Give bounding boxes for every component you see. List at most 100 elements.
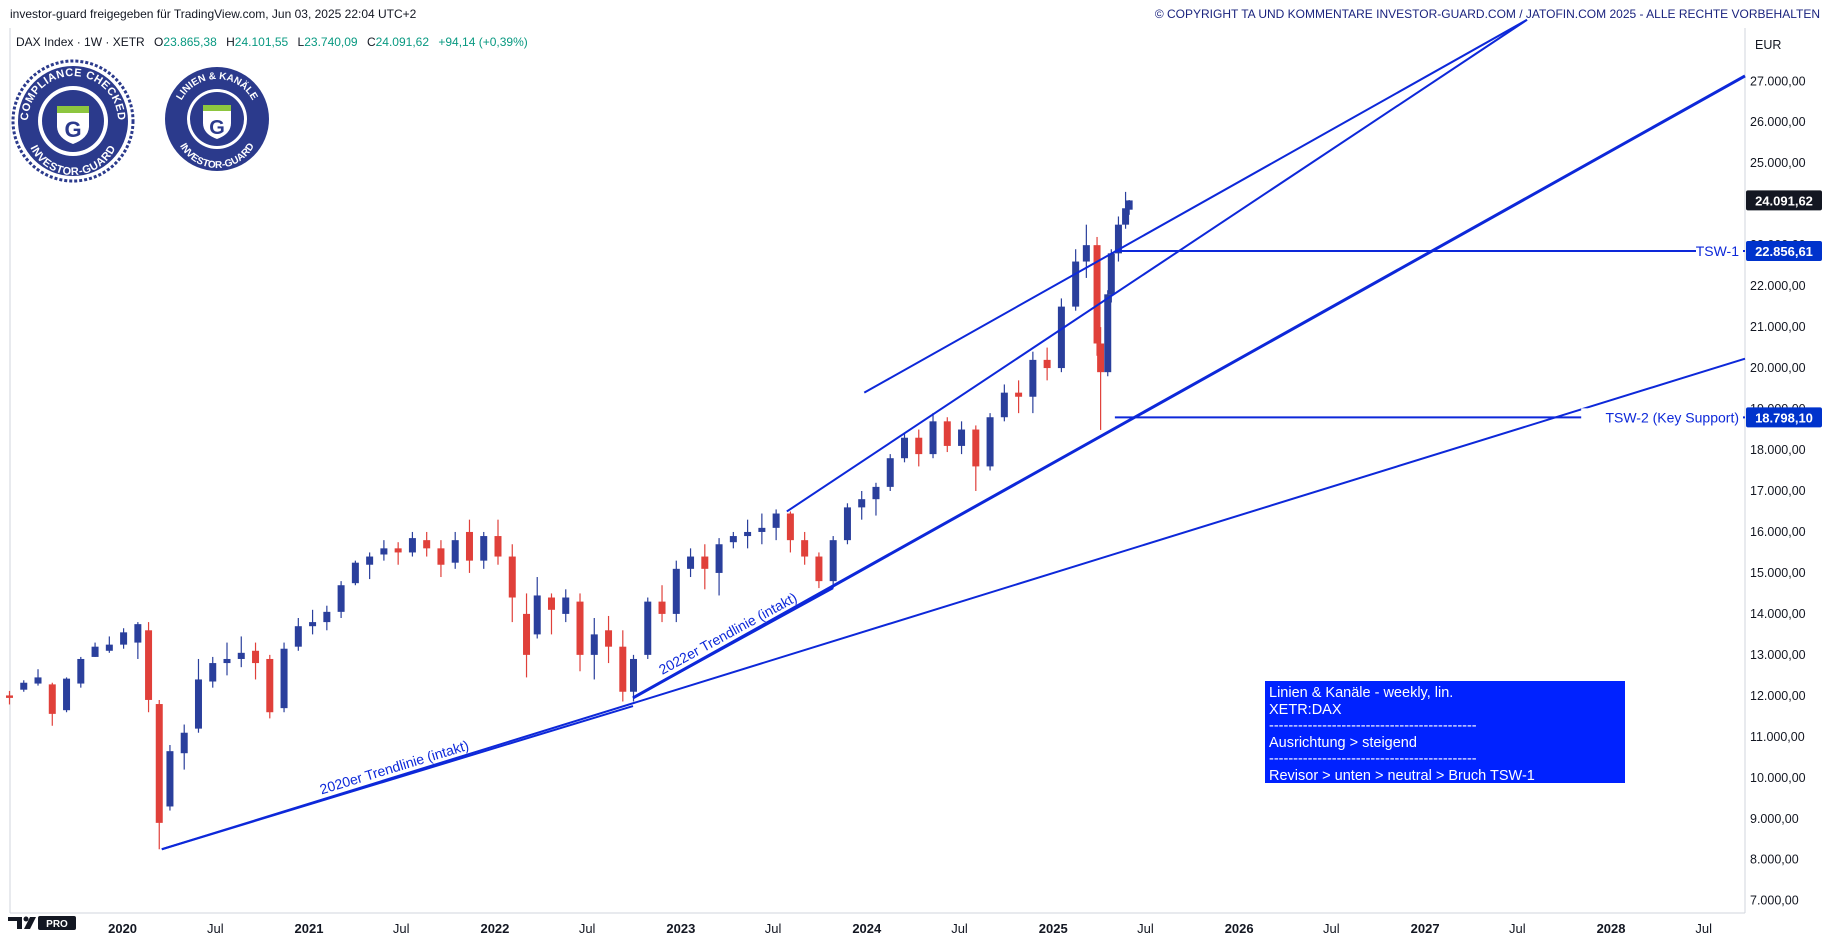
candle-body bbox=[858, 499, 866, 508]
price-tick: 17.000,00 bbox=[1750, 484, 1806, 498]
level-layer: TSW-1 TSW-2 (Key Support) bbox=[1114, 242, 1745, 427]
time-tick: Jul bbox=[579, 921, 596, 936]
level-price-tag-bg bbox=[1746, 241, 1822, 262]
candle-body bbox=[480, 536, 488, 561]
candle-body bbox=[194, 679, 202, 729]
candle-body bbox=[1000, 392, 1008, 418]
candle-body bbox=[63, 678, 71, 711]
time-tick: Jul bbox=[393, 921, 410, 936]
time-axis[interactable]: 2020 Jul 2021 Jul 2022 Jul 2023 Jul 2024 Jul 2025 J… bbox=[108, 921, 1712, 936]
trendline bbox=[863, 18, 1528, 394]
candle-body bbox=[1107, 253, 1115, 295]
info-line-title: Linien & Kanäle - weekly, lin. bbox=[1269, 685, 1454, 701]
candle-body bbox=[120, 632, 128, 645]
legend-symbol[interactable]: DAX Index · 1W · XETR bbox=[16, 35, 145, 49]
candle-body bbox=[223, 658, 231, 664]
time-tick: 2027 bbox=[1411, 921, 1440, 936]
level-name-label: TSW-1 bbox=[1696, 243, 1740, 259]
legend-change-value: +94,14 (+0,39%) bbox=[438, 35, 528, 49]
price-tick: 13.000,00 bbox=[1750, 648, 1806, 662]
price-tick: 18.000,00 bbox=[1750, 443, 1806, 457]
legend-open-label: O bbox=[154, 35, 164, 49]
last-price-tag: 24.091,62 bbox=[1755, 193, 1813, 208]
candle-body bbox=[508, 556, 516, 598]
candle-body bbox=[886, 458, 894, 487]
candle-body bbox=[1072, 261, 1080, 307]
info-line-direction: Ausrichtung > steigend bbox=[1269, 734, 1417, 751]
time-tick: 2026 bbox=[1225, 921, 1254, 936]
time-tick: 2022 bbox=[480, 921, 509, 936]
ohlc-legend[interactable]: DAX Index · 1W · XETR O23.865,38 H24.101… bbox=[16, 35, 528, 49]
candle-body bbox=[394, 548, 402, 553]
time-tick: Jul bbox=[1137, 921, 1154, 936]
legend-high-label: H bbox=[226, 35, 235, 49]
price-tick: 22.000,00 bbox=[1750, 279, 1806, 293]
candle-body bbox=[1057, 306, 1065, 369]
candle-body bbox=[209, 663, 217, 682]
level-label-bg bbox=[1696, 242, 1743, 261]
candle-body bbox=[1125, 200, 1133, 210]
candle-body bbox=[605, 630, 613, 647]
candle-body bbox=[266, 658, 274, 713]
candle-body bbox=[829, 540, 837, 582]
info-line-symbol: XETR:DAX bbox=[1269, 701, 1342, 718]
candle-body bbox=[843, 507, 851, 541]
price-tick: 21.000,00 bbox=[1750, 320, 1806, 334]
price-tick: 25.000,00 bbox=[1750, 156, 1806, 170]
candle-body bbox=[351, 562, 359, 584]
candle-body bbox=[1082, 245, 1090, 262]
candle-body bbox=[180, 732, 188, 754]
trendline bbox=[786, 18, 1528, 513]
candle-body bbox=[772, 513, 780, 528]
level-price-tag: 18.798,10 bbox=[1755, 410, 1813, 425]
price-tick: 14.000,00 bbox=[1750, 607, 1806, 621]
time-tick: 2024 bbox=[852, 921, 882, 936]
candle-body bbox=[523, 613, 531, 655]
candle-body bbox=[658, 601, 666, 614]
candle-body bbox=[437, 548, 445, 565]
candle-body bbox=[729, 536, 737, 543]
price-tick: 10.000,00 bbox=[1750, 771, 1806, 785]
level-name-label: TSW-2 (Key Support) bbox=[1605, 409, 1739, 425]
candle-body bbox=[1043, 359, 1051, 369]
time-tick: Jul bbox=[951, 921, 968, 936]
logo-pro-text: PRO bbox=[46, 919, 68, 930]
time-tick: Jul bbox=[1509, 921, 1526, 936]
info-separator: ----------------------------------------… bbox=[1269, 718, 1477, 734]
info-separator: ----------------------------------------… bbox=[1269, 751, 1477, 767]
time-tick: Jul bbox=[765, 921, 782, 936]
candle-body bbox=[280, 648, 288, 709]
candle-body bbox=[252, 650, 260, 664]
candle-body bbox=[929, 421, 937, 455]
candle-body bbox=[958, 429, 966, 446]
candle-body bbox=[786, 513, 794, 541]
candle-body bbox=[701, 556, 709, 569]
candle-body bbox=[758, 527, 766, 532]
candle-body bbox=[166, 751, 174, 807]
price-axis[interactable]: EUR27.000,0026.000,0025.000,0024.000,002… bbox=[1746, 38, 1822, 908]
candle-body bbox=[366, 556, 374, 565]
tradingview-logo[interactable]: PRO bbox=[8, 915, 76, 931]
candle-body bbox=[900, 437, 908, 459]
price-tick: 16.000,00 bbox=[1750, 525, 1806, 539]
candle-body bbox=[91, 646, 99, 657]
candle-body bbox=[1093, 245, 1101, 344]
candle-body bbox=[423, 540, 431, 549]
candle-series bbox=[5, 191, 1133, 850]
time-tick: 2021 bbox=[295, 921, 324, 936]
candle-body bbox=[915, 437, 923, 455]
candle-body bbox=[465, 531, 473, 561]
candle-body bbox=[34, 677, 42, 684]
trendline bbox=[161, 357, 1746, 851]
legend-close-label: C bbox=[366, 35, 376, 49]
currency-label: EUR bbox=[1755, 38, 1781, 52]
time-tick: 2023 bbox=[666, 921, 695, 936]
info-line-revisor: Revisor > unten > neutral > Bruch TSW-1 bbox=[1269, 767, 1535, 784]
level-price-tag-bg bbox=[1746, 407, 1822, 428]
price-tick: 9.000,00 bbox=[1750, 812, 1799, 826]
candle-body bbox=[619, 646, 627, 692]
price-tick: 7.000,00 bbox=[1750, 894, 1799, 908]
candle-body bbox=[744, 531, 752, 537]
candle-body bbox=[943, 421, 951, 446]
